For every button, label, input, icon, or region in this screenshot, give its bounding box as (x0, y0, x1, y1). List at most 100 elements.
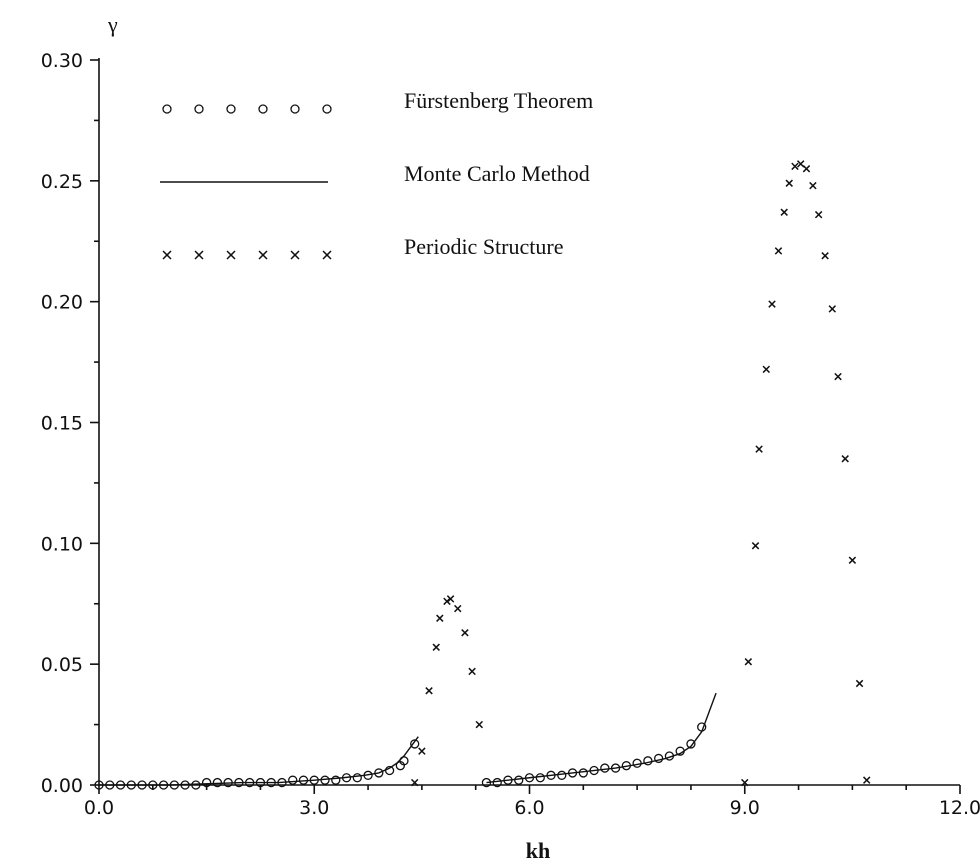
periodic-point (410, 778, 419, 787)
x-axis-label: kh (526, 838, 550, 863)
monte-carlo-curve (486, 692, 717, 784)
legend-x-marker (162, 250, 172, 260)
furstenberg-point (578, 768, 588, 778)
periodic-point (425, 687, 433, 695)
y-tick-label: 0.00 (41, 775, 83, 797)
periodic-point (744, 658, 753, 666)
furstenberg-point (352, 773, 362, 783)
y-tick-label: 0.15 (41, 413, 83, 435)
y-tick-label: 0.25 (41, 171, 83, 193)
furstenberg-point (686, 739, 696, 749)
x-marker-stroke (768, 300, 776, 308)
legend: Fürstenberg Theorem Monte Carlo Method Per… (160, 88, 593, 260)
x-marker-stroke (436, 614, 444, 622)
data-marks-group (94, 160, 871, 790)
x-marker-stroke (194, 250, 204, 260)
x-marker-stroke (425, 687, 433, 695)
furstenberg-point (201, 777, 212, 788)
x-marker-stroke (226, 250, 236, 260)
x-marker-stroke (432, 643, 440, 651)
x-marker-stroke (755, 445, 763, 453)
x-marker-stroke (785, 179, 793, 187)
x-marker-stroke (744, 658, 753, 666)
x-marker-stroke (774, 247, 783, 255)
periodic-point (768, 300, 776, 308)
x-tick-label: 9.0 (730, 797, 760, 819)
x-marker-stroke (741, 778, 749, 787)
x-marker-stroke (446, 595, 455, 603)
periodic-point (454, 604, 462, 613)
legend-circle-marker (258, 104, 268, 114)
legend-x-marker (194, 250, 204, 260)
furstenberg-point (600, 763, 610, 773)
periodic-point (751, 542, 760, 550)
legend-circle-marker (322, 104, 332, 114)
periodic-point (834, 372, 842, 381)
periodic-point (461, 629, 469, 637)
periodic-point (774, 247, 783, 255)
x-marker-stroke (841, 455, 849, 463)
furstenberg-point (514, 775, 524, 785)
x-marker-stroke (418, 747, 426, 755)
x-marker-stroke (802, 165, 811, 173)
ticks-group (90, 59, 961, 794)
legend-circle-marker (194, 104, 204, 114)
x-marker-stroke (828, 305, 837, 313)
periodic-point (475, 720, 484, 729)
x-marker-stroke (809, 181, 817, 190)
x-tick-label: 6.0 (514, 797, 544, 819)
x-marker-stroke (780, 208, 788, 216)
periodic-point (741, 778, 749, 787)
legend-circle-marker (290, 104, 300, 114)
legend-x-marker (226, 250, 236, 260)
x-tick-label: 3.0 (299, 797, 329, 819)
furstenberg-point (331, 775, 341, 785)
tick-labels-group: 0.00 0.05 0.10 0.15 0.20 0.25 0.30 0.0 3.0 6.0 9.0… (41, 50, 980, 819)
periodic-point (848, 556, 857, 564)
periodic-point (436, 614, 444, 622)
x-marker-stroke (443, 597, 451, 606)
periodic-point (828, 305, 837, 313)
x-marker-stroke (751, 542, 760, 550)
periodic-point (780, 208, 788, 216)
x-marker-stroke (454, 604, 462, 613)
x-marker-stroke (796, 160, 805, 168)
periodic-point (755, 445, 763, 453)
x-marker-stroke (814, 210, 823, 219)
periodic-point (862, 776, 871, 784)
legend-label: Monte Carlo Method (404, 161, 590, 186)
periodic-point (841, 455, 849, 463)
furstenberg-point (492, 777, 502, 788)
furstenberg-point (632, 758, 642, 768)
y-tick-label: 0.30 (41, 50, 83, 72)
x-marker-stroke (258, 250, 268, 260)
monte-carlo-curve (99, 736, 419, 786)
furstenberg-point (557, 770, 567, 780)
legend-circle-marker (226, 104, 236, 114)
periodic-point (785, 179, 793, 187)
periodic-point (762, 365, 771, 374)
legend-circle-marker (162, 104, 172, 114)
legend-label: Periodic Structure (404, 234, 563, 259)
y-tick-label: 0.10 (41, 533, 83, 555)
x-tick-label: 0.0 (84, 797, 114, 819)
x-marker-stroke (855, 679, 864, 688)
x-marker-stroke (791, 162, 799, 171)
x-marker-stroke (862, 776, 871, 784)
periodic-point (446, 595, 455, 603)
periodic-point (855, 679, 864, 688)
periodic-point (443, 597, 451, 606)
legend-x-marker (258, 250, 268, 260)
x-marker-stroke (322, 250, 332, 260)
furstenberg-point (288, 775, 298, 785)
x-marker-stroke (461, 629, 469, 637)
furstenberg-point (535, 773, 545, 783)
periodic-point (821, 252, 829, 260)
x-marker-stroke (821, 252, 829, 260)
x-marker-stroke (468, 667, 476, 676)
x-marker-stroke (762, 365, 771, 374)
legend-x-marker (322, 250, 332, 260)
x-marker-stroke (290, 250, 300, 260)
y-tick-label: 0.05 (41, 654, 83, 676)
